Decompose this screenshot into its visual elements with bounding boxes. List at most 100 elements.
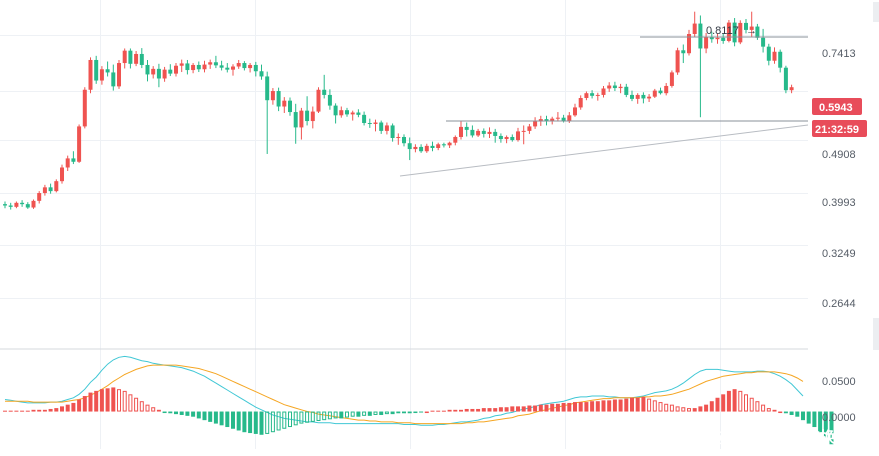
macd-histogram-bar xyxy=(117,389,121,412)
macd-histogram-bar xyxy=(156,409,161,412)
macd-histogram-bar xyxy=(305,411,310,423)
candle-body xyxy=(726,22,731,41)
macd-histogram-bar xyxy=(510,406,515,412)
candle-body xyxy=(681,50,686,54)
macd-histogram-bar xyxy=(327,411,332,420)
macd-histogram-bar xyxy=(493,408,498,412)
last-price-value: 0.5943 xyxy=(819,102,853,114)
candle-body xyxy=(630,94,634,99)
macd-histogram-bar xyxy=(687,408,691,412)
candle-body xyxy=(236,63,241,67)
macd-histogram-bar xyxy=(151,407,156,412)
macd-histogram-bar xyxy=(726,390,731,412)
candle-body xyxy=(20,202,25,205)
candle-body xyxy=(687,33,691,54)
candle-body xyxy=(419,146,424,152)
candle-body xyxy=(430,145,435,148)
peak-label: 0.8117 xyxy=(706,25,739,37)
macd-histogram-bar xyxy=(345,411,349,418)
candle-body xyxy=(42,187,47,194)
macd-histogram-bar xyxy=(20,410,25,412)
candle-body xyxy=(607,85,612,89)
macd-histogram-bar xyxy=(145,404,150,412)
macd-histogram-bar xyxy=(755,401,760,412)
macd-histogram-bar xyxy=(71,402,76,412)
macd-histogram-bar xyxy=(253,411,258,434)
candle-body xyxy=(37,193,42,201)
candle-body xyxy=(379,122,384,131)
settings-button[interactable] xyxy=(873,2,879,22)
macd-histogram-bar xyxy=(470,408,475,412)
candle-body xyxy=(749,26,754,30)
last-price-badge[interactable]: 0.5943 xyxy=(812,98,862,115)
candle-body xyxy=(755,26,760,38)
candle-body xyxy=(219,65,224,68)
macd-histogram-bar xyxy=(823,411,828,438)
candle-body xyxy=(424,145,429,152)
macd-histogram-bar xyxy=(88,392,93,412)
candle-body xyxy=(288,100,292,113)
candle-body xyxy=(744,22,748,30)
last-price-badge-bg xyxy=(812,98,862,115)
candle-body xyxy=(122,50,127,64)
macd-histogram-bar xyxy=(607,400,612,412)
macd-histogram-bar xyxy=(538,404,543,412)
macd-histogram-bar xyxy=(441,410,446,412)
candle-body xyxy=(191,64,196,71)
macd-histogram-bar xyxy=(356,411,361,417)
candle-body xyxy=(168,69,173,74)
candle-body xyxy=(14,202,19,207)
candle-body xyxy=(196,64,201,70)
macd-histogram-bar xyxy=(390,411,395,415)
candle-body xyxy=(635,94,640,99)
candle-body xyxy=(242,63,247,69)
trend-line xyxy=(399,124,809,177)
candle-body xyxy=(573,107,577,116)
macd-histogram-bar xyxy=(105,388,110,412)
candle-body xyxy=(111,72,116,87)
macd-histogram-bar xyxy=(783,411,788,414)
macd-histogram-bar xyxy=(111,387,116,412)
candle-body xyxy=(248,64,253,69)
candle-body xyxy=(595,94,600,96)
candle-body xyxy=(65,158,70,168)
macd-histogram-bar xyxy=(698,406,703,412)
macd-histogram-bar xyxy=(3,410,7,412)
candle-body xyxy=(789,87,794,91)
candle-body xyxy=(134,53,139,64)
macd-histogram-bar xyxy=(789,411,794,415)
candle-body xyxy=(567,115,572,122)
macd-histogram-bar xyxy=(555,403,560,412)
macd-histogram-bar xyxy=(60,406,64,412)
macd-histogram-bar xyxy=(806,411,811,424)
candle-body xyxy=(555,117,560,119)
macd-histogram-bar xyxy=(413,411,418,414)
macd-histogram-bar xyxy=(213,411,218,424)
macd-histogram-bar xyxy=(453,409,458,412)
macd-panel xyxy=(3,355,834,445)
candle-body xyxy=(31,200,36,208)
candle-body xyxy=(652,90,657,97)
candle-body xyxy=(145,64,150,75)
macd-histogram-bar xyxy=(464,408,469,412)
candle-body xyxy=(459,126,463,137)
candle-body xyxy=(94,59,99,81)
macd-histogram-bar xyxy=(424,411,429,414)
macd-tick-label: 0.0000 xyxy=(822,412,856,424)
macd-histogram-bar xyxy=(373,411,378,415)
macd-histogram-bar xyxy=(299,411,304,424)
candle-body xyxy=(350,112,355,115)
macd-histogram-bar xyxy=(134,397,139,412)
candle-body xyxy=(71,158,76,162)
countdown-badge-bg xyxy=(812,120,867,137)
drawing-tools: 0.8117 → xyxy=(399,25,809,177)
macd-histogram-bar xyxy=(42,409,47,412)
macd-histogram-bar xyxy=(459,409,463,412)
candle-body xyxy=(310,111,315,122)
candle-body xyxy=(259,71,264,77)
macd-dif-line xyxy=(4,355,804,426)
candle-body xyxy=(578,97,583,108)
scroll-handle[interactable] xyxy=(873,318,879,350)
macd-histogram-bar xyxy=(487,408,492,412)
candle-body xyxy=(3,204,7,206)
